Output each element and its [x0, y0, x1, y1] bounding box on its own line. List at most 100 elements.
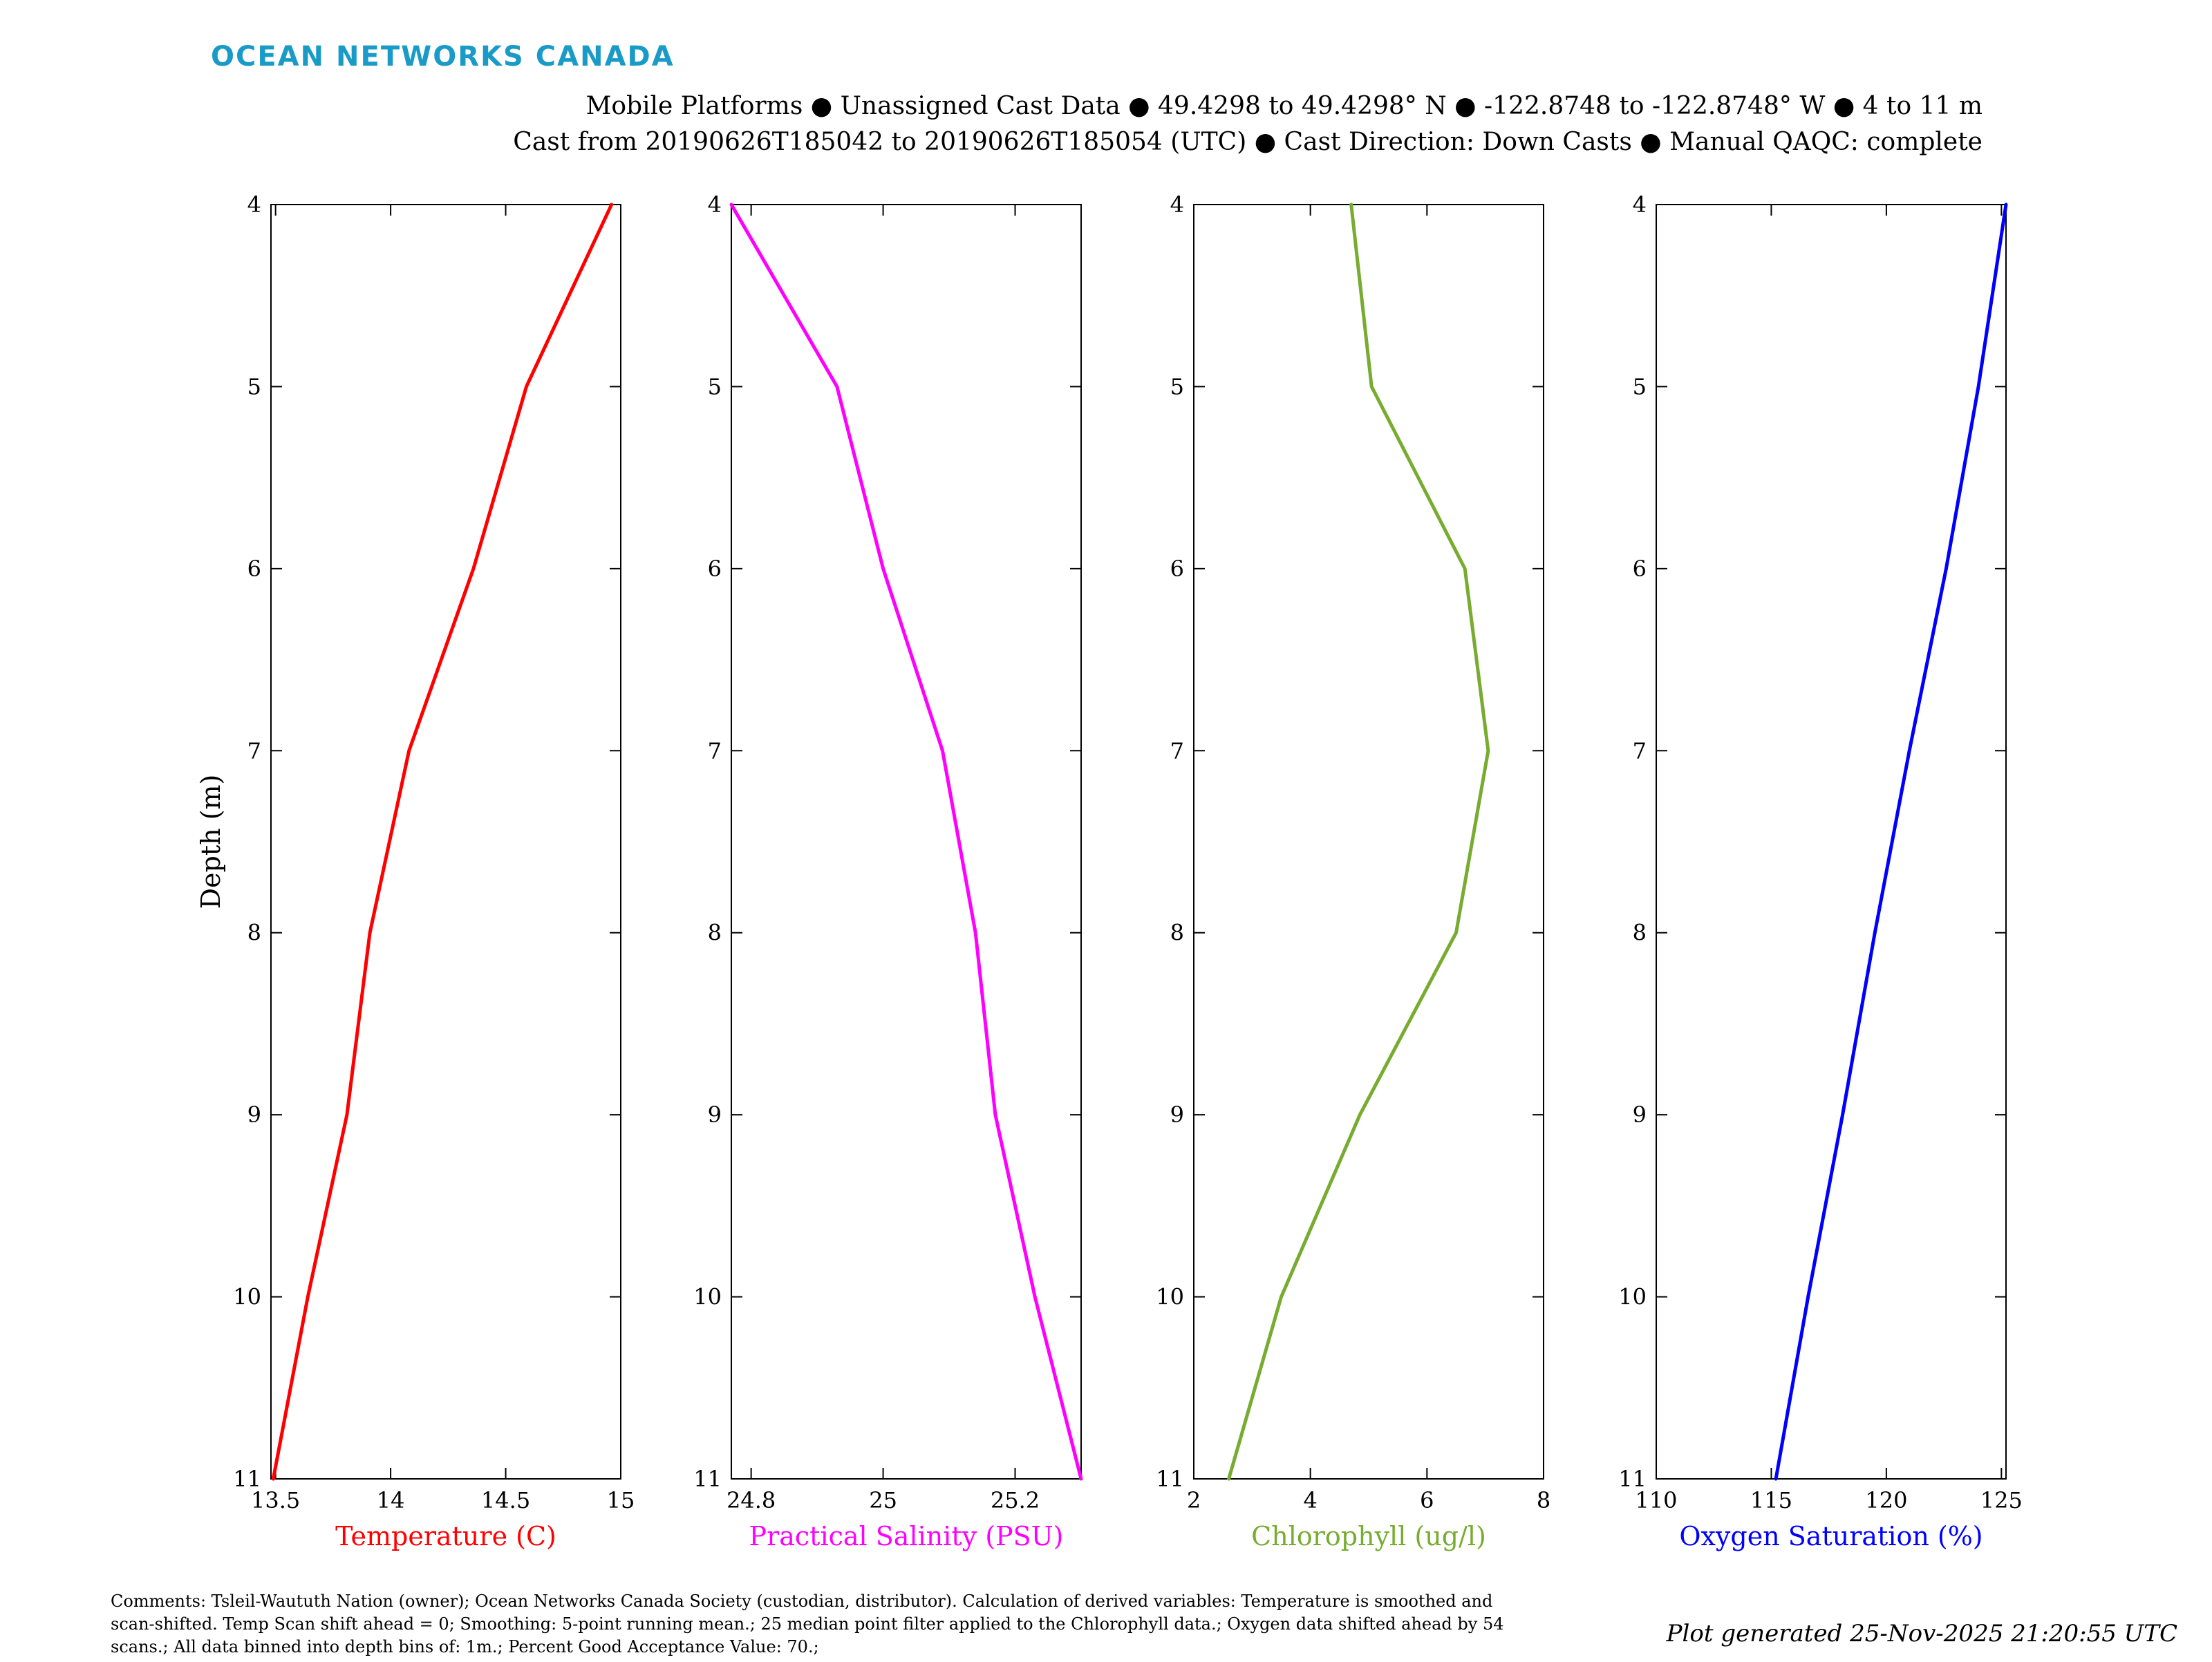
y-tick-label: 11 — [233, 1466, 261, 1492]
x-axis-label-2: Practical Salinity (PSU) — [749, 1521, 1064, 1551]
x-axis-label-3: Chlorophyll (ug/l) — [1251, 1521, 1486, 1551]
y-tick-label: 11 — [1156, 1466, 1184, 1492]
data-point — [368, 931, 372, 935]
data-point — [973, 931, 977, 935]
y-tick-label: 11 — [693, 1466, 722, 1492]
data-point — [1033, 1295, 1037, 1299]
x-tick-label: 8 — [1537, 1487, 1550, 1513]
y-tick-label: 6 — [1633, 556, 1647, 582]
x-tick-label: 15 — [607, 1487, 635, 1513]
y-tick-label: 4 — [247, 191, 261, 218]
x-tick-label: 25 — [869, 1487, 897, 1513]
data-point — [407, 748, 411, 753]
y-tick-label: 7 — [247, 737, 261, 764]
panel-1-frame — [270, 204, 621, 1480]
x-tick-label: 125 — [1980, 1487, 2023, 1513]
y-tick-label: 10 — [1618, 1284, 1647, 1310]
y-tick-label: 8 — [708, 920, 722, 946]
data-point — [1944, 567, 1948, 571]
x-tick-label: 115 — [1750, 1487, 1792, 1513]
y-tick-label: 10 — [233, 1284, 261, 1310]
data-point — [306, 1295, 310, 1299]
data-point — [1841, 1113, 1845, 1117]
x-tick-label: 120 — [1865, 1487, 1907, 1513]
x-tick-label: 14 — [377, 1487, 405, 1513]
panel-3: 4 5 6 7 8 9 10 112 4 6 8 Chlorophyll (ug/l) — [1156, 191, 1550, 1551]
y-tick-label: 11 — [1618, 1466, 1647, 1492]
y-tick-label: 8 — [1170, 920, 1184, 946]
data-point — [881, 567, 885, 571]
y-tick-label: 9 — [1633, 1102, 1647, 1128]
data-point — [1280, 1295, 1284, 1299]
footer-comments-line-1: Comments: Tsleil-Waututh Nation (owner);… — [111, 1592, 1492, 1611]
data-point — [729, 202, 733, 207]
x-tick-label: 110 — [1635, 1487, 1677, 1513]
x-tick-label: 6 — [1420, 1487, 1434, 1513]
header-line-1: Mobile Platforms ● Unassigned Cast Data … — [585, 92, 1983, 120]
y-tick-label: 10 — [1156, 1284, 1184, 1310]
data-point — [1907, 748, 1911, 753]
data-point — [471, 567, 476, 571]
y-tick-label: 5 — [708, 373, 722, 399]
data-point — [1774, 1477, 1778, 1481]
brand-logo-text: OCEAN NETWORKS CANADA — [211, 41, 675, 73]
x-tick-label: 4 — [1303, 1487, 1317, 1513]
y-tick-label: 8 — [247, 920, 261, 946]
data-point — [835, 384, 839, 388]
panel-4-frame — [1656, 204, 2007, 1480]
x-axis-label-1: Temperature (C) — [335, 1521, 556, 1551]
y-tick-label: 7 — [1170, 737, 1184, 764]
data-point — [1079, 1477, 1083, 1481]
footer-comments-line-3: scans.; All data binned into depth bins … — [111, 1637, 819, 1656]
x-axis-label-4: Oxygen Saturation (%) — [1679, 1521, 1983, 1551]
data-point — [1358, 1113, 1362, 1117]
data-point — [1976, 384, 1980, 388]
x-tick-label: 13.5 — [251, 1487, 300, 1513]
y-tick-label: 5 — [247, 373, 261, 399]
plot-generated-timestamp: Plot generated 25-Nov-2025 21:20:55 UTC — [1666, 1620, 2177, 1647]
y-tick-label: 10 — [693, 1284, 722, 1310]
y-tick-label: 6 — [1170, 556, 1184, 582]
data-point — [610, 202, 614, 207]
header-line-2: Cast from 20190626T185042 to 20190626T18… — [513, 128, 1983, 156]
y-tick-label: 9 — [708, 1102, 722, 1128]
y-tick-label: 5 — [1170, 373, 1184, 399]
data-point — [1873, 931, 1877, 935]
y-tick-label: 4 — [1633, 191, 1647, 218]
data-point — [1806, 1295, 1810, 1299]
data-point — [1463, 567, 1467, 571]
series-line-2 — [729, 202, 1083, 1481]
series-line-3 — [1227, 202, 1490, 1481]
data-point — [271, 1477, 275, 1481]
y-tick-label: 7 — [708, 737, 722, 764]
data-point — [345, 1113, 349, 1117]
data-point — [993, 1113, 997, 1117]
data-point — [1369, 384, 1374, 388]
y-axis-label: Depth (m) — [196, 775, 226, 909]
data-point — [1227, 1477, 1231, 1481]
series-line-1 — [271, 202, 614, 1481]
y-tick-label: 4 — [1170, 191, 1184, 218]
series-line-4 — [1774, 202, 2008, 1481]
data-point — [1486, 748, 1490, 753]
y-tick-label: 8 — [1633, 920, 1647, 946]
data-point — [941, 748, 945, 753]
panel-3-frame — [1193, 204, 1544, 1480]
panel-2-frame — [731, 204, 1082, 1480]
y-tick-label: 7 — [1633, 737, 1647, 764]
x-tick-label: 2 — [1187, 1487, 1201, 1513]
data-point — [1349, 202, 1353, 207]
x-tick-label: 24.8 — [727, 1487, 776, 1513]
y-tick-label: 9 — [247, 1102, 261, 1128]
x-tick-label: 14.5 — [481, 1487, 530, 1513]
footer-comments-line-2: scan-shifted. Temp Scan shift ahead = 0;… — [111, 1614, 1504, 1634]
x-tick-label: 25.2 — [991, 1487, 1040, 1513]
y-tick-label: 4 — [708, 191, 722, 218]
y-tick-label: 9 — [1170, 1102, 1184, 1128]
y-tick-label: 6 — [247, 556, 261, 582]
